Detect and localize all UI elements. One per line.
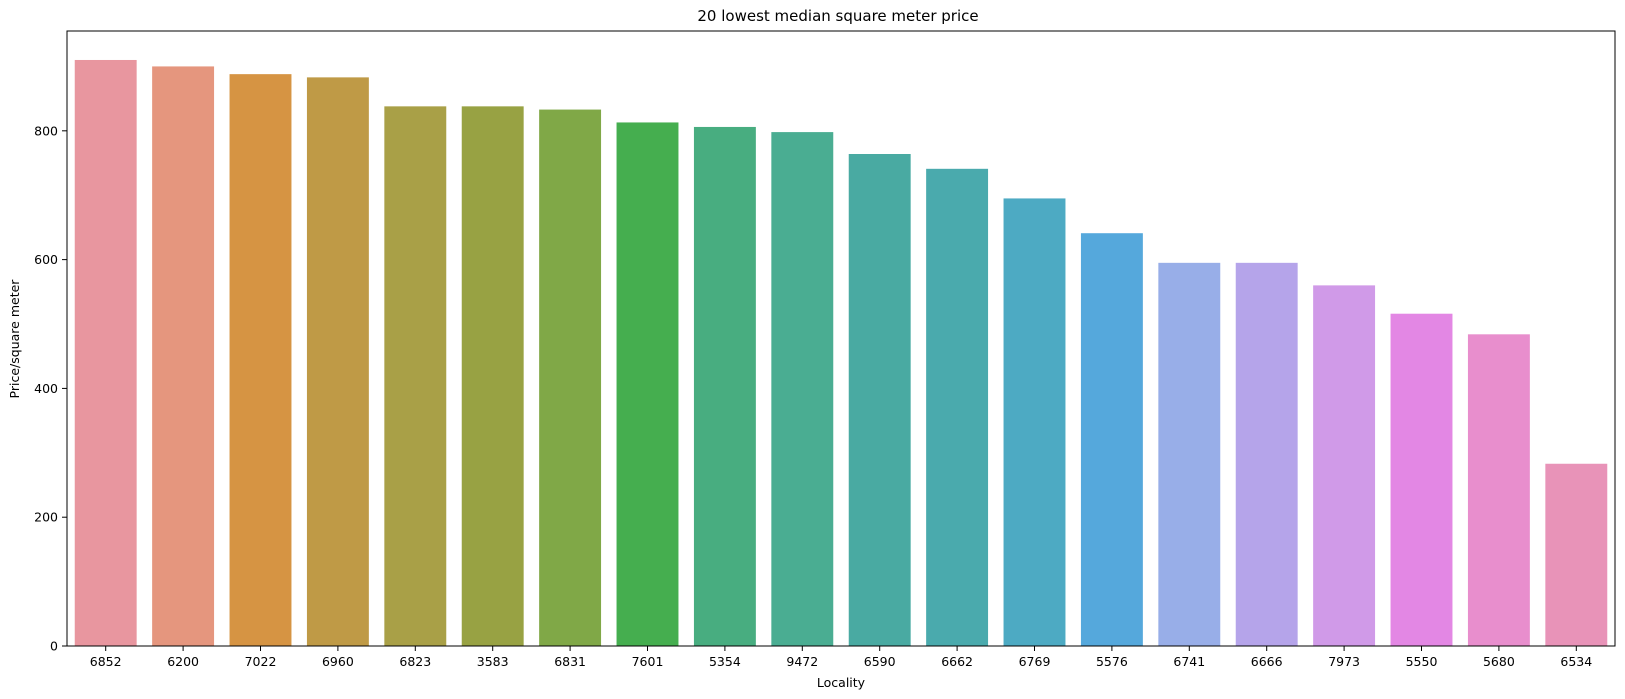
bar-6534 <box>1545 463 1608 646</box>
bar-3583 <box>461 106 524 647</box>
x-axis-label: Locality <box>817 675 866 690</box>
bar-6769 <box>1003 198 1066 646</box>
x-tick-label: 5576 <box>1096 654 1128 669</box>
x-tick-label: 6200 <box>167 654 199 669</box>
x-tick-label: 6534 <box>1560 654 1592 669</box>
bar-6200 <box>152 66 215 647</box>
bar-9472 <box>771 132 834 647</box>
x-tick-label: 6590 <box>864 654 896 669</box>
x-tick-label: 5550 <box>1406 654 1438 669</box>
x-tick-label: 9472 <box>786 654 818 669</box>
bar-5550 <box>1390 313 1453 646</box>
x-axis: 6852 6200 7022 6960 6823 3583 6831 7601 5354 9472… <box>90 646 1592 669</box>
bar-7022 <box>229 74 292 646</box>
chart-title: 20 lowest median square meter price <box>697 7 978 25</box>
x-tick-label: 3583 <box>477 654 509 669</box>
bar-6831 <box>539 109 602 646</box>
x-tick-label: 7601 <box>632 654 664 669</box>
x-tick-label: 6662 <box>941 654 973 669</box>
plot-frame <box>66 30 1616 647</box>
x-tick-label: 6831 <box>554 654 586 669</box>
bar-7601 <box>616 122 679 646</box>
x-tick-label: 6823 <box>399 654 431 669</box>
bar-6741 <box>1158 262 1221 646</box>
x-tick-label: 5354 <box>709 654 741 669</box>
y-tick-label: 600 <box>34 252 58 267</box>
bar-6590 <box>848 154 911 646</box>
x-tick-label: 6741 <box>1173 654 1205 669</box>
x-tick-label: 7973 <box>1328 654 1360 669</box>
x-tick-label: 7022 <box>245 654 277 669</box>
bars-group <box>74 59 1608 647</box>
bar-7973 <box>1313 285 1376 646</box>
x-tick-label: 6769 <box>1019 654 1051 669</box>
bar-6662 <box>926 168 989 646</box>
bar-6823 <box>384 106 447 647</box>
x-tick-label: 5680 <box>1483 654 1515 669</box>
bar-5354 <box>693 126 756 646</box>
x-tick-label: 6666 <box>1251 654 1283 669</box>
bar-6960 <box>306 77 369 647</box>
y-tick-label: 200 <box>34 510 58 525</box>
bar-5680 <box>1467 334 1530 646</box>
bar-5576 <box>1080 233 1143 646</box>
x-tick-label: 6960 <box>322 654 354 669</box>
x-tick-label: 6852 <box>90 654 122 669</box>
y-tick-label: 0 <box>50 639 58 654</box>
y-axis: 0 200 400 600 800 <box>34 123 67 654</box>
y-tick-label: 800 <box>34 123 58 138</box>
bar-6666 <box>1235 262 1298 646</box>
y-axis-label: Price/square meter <box>7 279 22 399</box>
bar-6852 <box>74 59 137 647</box>
y-tick-label: 400 <box>34 381 58 396</box>
